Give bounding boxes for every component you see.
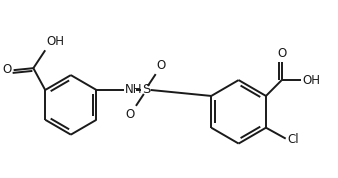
Text: S: S [142,83,150,96]
Text: OH: OH [303,74,320,87]
Text: O: O [157,59,166,72]
Text: O: O [277,47,286,60]
Text: Cl: Cl [288,133,299,146]
Text: OH: OH [46,35,64,48]
Text: O: O [126,108,135,121]
Text: O: O [2,63,11,76]
Text: NH: NH [125,83,143,96]
